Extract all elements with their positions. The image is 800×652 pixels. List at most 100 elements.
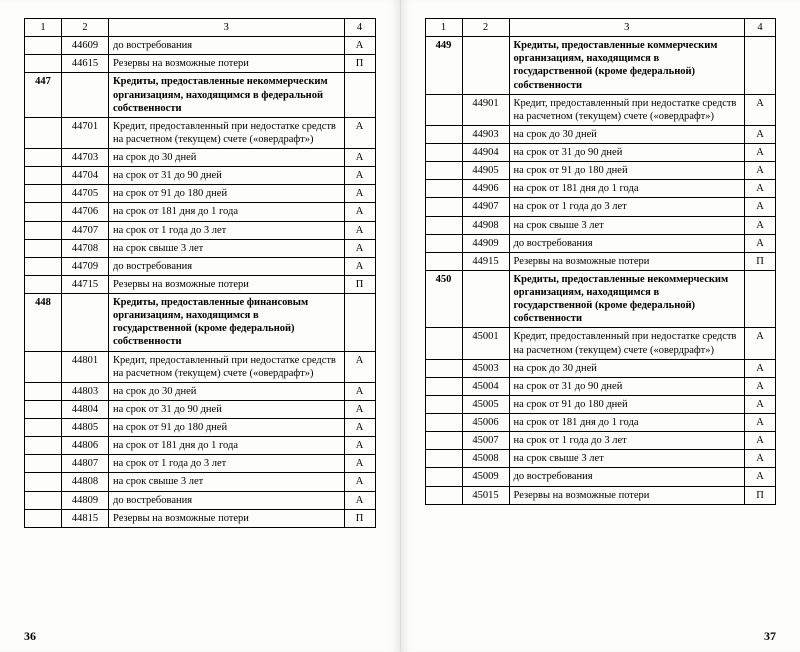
table-row: 44901Кредит, предоставленный при недоста… xyxy=(425,94,776,125)
table-row: 44905на срок от 91 до 180 днейА xyxy=(425,162,776,180)
cell-c2: 44904 xyxy=(462,144,509,162)
table-row: 44803на срок до 30 днейА xyxy=(25,382,376,400)
cell-c2: 44807 xyxy=(62,455,109,473)
table-row: 44609до востребованияА xyxy=(25,37,376,55)
table-row: 448Кредиты, предоставленные финансовым о… xyxy=(25,294,376,352)
cell-c1 xyxy=(425,328,462,359)
cell-c3: Кредит, предоставленный при недостатке с… xyxy=(509,94,745,125)
cell-c2: 44805 xyxy=(62,419,109,437)
table-row: 44708на срок свыше 3 летА xyxy=(25,239,376,257)
table-row: 449Кредиты, предоставленные коммерческим… xyxy=(425,37,776,95)
table-row: 44808на срок свыше 3 летА xyxy=(25,473,376,491)
cell-c3: на срок от 91 до 180 дней xyxy=(109,419,345,437)
table-row: 44805на срок от 91 до 180 днейА xyxy=(25,419,376,437)
cell-c3: до востребования xyxy=(509,468,745,486)
table-row: 44904на срок от 31 до 90 днейА xyxy=(425,144,776,162)
cell-c4: А xyxy=(344,473,375,491)
cell-c3: Кредиты, предоставленные финансовым орга… xyxy=(109,294,345,352)
cell-c1 xyxy=(425,395,462,413)
cell-c4: А xyxy=(745,450,776,468)
cell-c1 xyxy=(25,400,62,418)
cell-c2: 45007 xyxy=(462,432,509,450)
cell-c2: 44701 xyxy=(62,117,109,148)
cell-c4: П xyxy=(745,486,776,504)
cell-c4: А xyxy=(745,216,776,234)
cell-c2: 45006 xyxy=(462,414,509,432)
cell-c4: А xyxy=(745,359,776,377)
cell-c2: 44808 xyxy=(62,473,109,491)
cell-c3: Кредиты, предоставленные некоммерческим … xyxy=(509,270,745,328)
cell-c3: на срок от 1 года до 3 лет xyxy=(109,221,345,239)
cell-c1 xyxy=(25,257,62,275)
cell-c4 xyxy=(344,294,375,352)
cell-c1 xyxy=(25,117,62,148)
cell-c2: 44815 xyxy=(62,509,109,527)
cell-c2: 44908 xyxy=(462,216,509,234)
cell-c3: на срок до 30 дней xyxy=(109,149,345,167)
cell-c3: на срок от 31 до 90 дней xyxy=(509,377,745,395)
col-header-4: 4 xyxy=(344,19,375,37)
cell-c1 xyxy=(425,486,462,504)
cell-c2: 45015 xyxy=(462,486,509,504)
cell-c4: А xyxy=(344,382,375,400)
cell-c3: на срок от 1 года до 3 лет xyxy=(109,455,345,473)
table-row: 45003на срок до 30 днейА xyxy=(425,359,776,377)
cell-c4: А xyxy=(344,37,375,55)
cell-c4: А xyxy=(344,257,375,275)
cell-c3: на срок от 91 до 180 дней xyxy=(509,395,745,413)
cell-c1 xyxy=(25,437,62,455)
cell-c3: Резервы на возможные потери xyxy=(109,509,345,527)
book-spread: 1 2 3 4 44609до востребованияА44615Резер… xyxy=(0,0,800,652)
cell-c1 xyxy=(25,275,62,293)
cell-c3: Кредит, предоставленный при недостатке с… xyxy=(509,328,745,359)
cell-c2: 44704 xyxy=(62,167,109,185)
cell-c2: 44905 xyxy=(462,162,509,180)
cell-c1 xyxy=(425,125,462,143)
cell-c3: на срок свыше 3 лет xyxy=(109,239,345,257)
table-row: 44705на срок от 91 до 180 днейА xyxy=(25,185,376,203)
cell-c1 xyxy=(25,55,62,73)
cell-c3: на срок от 31 до 90 дней xyxy=(509,144,745,162)
cell-c1 xyxy=(25,455,62,473)
col-header-2: 2 xyxy=(62,19,109,37)
cell-c4: П xyxy=(745,252,776,270)
table-row: 44806на срок от 181 дня до 1 годаА xyxy=(25,437,376,455)
cell-c2: 45004 xyxy=(462,377,509,395)
table-row: 44908на срок свыше 3 летА xyxy=(425,216,776,234)
cell-c2: 44706 xyxy=(62,203,109,221)
cell-c2: 44806 xyxy=(62,437,109,455)
cell-c4: А xyxy=(344,149,375,167)
table-row: 447Кредиты, предоставленные некоммерческ… xyxy=(25,73,376,117)
cell-c2: 44907 xyxy=(462,198,509,216)
cell-c3: на срок свыше 3 лет xyxy=(509,216,745,234)
cell-c1 xyxy=(25,239,62,257)
cell-c2: 44708 xyxy=(62,239,109,257)
cell-c1 xyxy=(25,351,62,382)
cell-c3: на срок от 181 дня до 1 года xyxy=(109,203,345,221)
cell-c4: А xyxy=(745,432,776,450)
cell-c3: Кредит, предоставленный при недостатке с… xyxy=(109,351,345,382)
col-header-4: 4 xyxy=(745,19,776,37)
table-row: 44909до востребованияА xyxy=(425,234,776,252)
left-page: 1 2 3 4 44609до востребованияА44615Резер… xyxy=(0,0,401,652)
cell-c4: А xyxy=(344,221,375,239)
cell-c2: 44809 xyxy=(62,491,109,509)
cell-c4: А xyxy=(344,400,375,418)
col-header-1: 1 xyxy=(25,19,62,37)
table-row: 44915Резервы на возможные потериП xyxy=(425,252,776,270)
cell-c4: А xyxy=(745,162,776,180)
cell-c3: на срок до 30 дней xyxy=(109,382,345,400)
header-row: 1 2 3 4 xyxy=(425,19,776,37)
cell-c3: Резервы на возможные потери xyxy=(109,55,345,73)
cell-c2 xyxy=(62,294,109,352)
cell-c2: 44615 xyxy=(62,55,109,73)
cell-c1 xyxy=(425,359,462,377)
cell-c3: на срок от 181 дня до 1 года xyxy=(509,180,745,198)
cell-c2: 45003 xyxy=(462,359,509,377)
cell-c1 xyxy=(25,419,62,437)
cell-c3: на срок от 31 до 90 дней xyxy=(109,400,345,418)
table-row: 44704на срок от 31 до 90 днейА xyxy=(25,167,376,185)
cell-c2: 44803 xyxy=(62,382,109,400)
cell-c2: 44715 xyxy=(62,275,109,293)
cell-c1 xyxy=(425,252,462,270)
